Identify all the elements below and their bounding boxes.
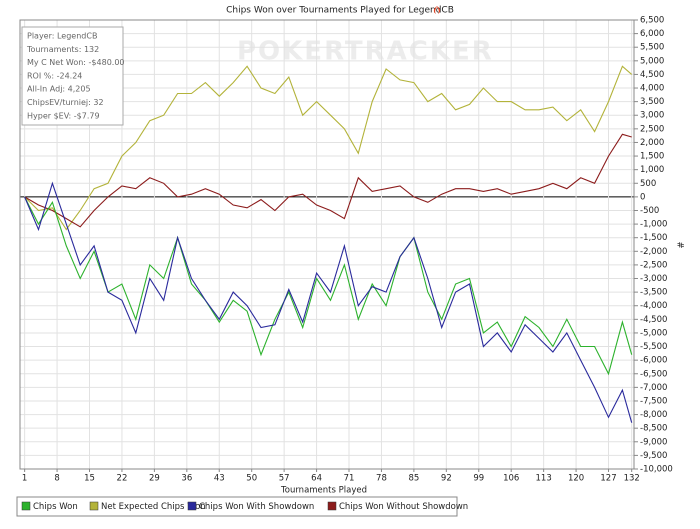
y-tick-label: 3,500 xyxy=(640,97,664,107)
watermark: POKERTRACKER xyxy=(237,37,494,67)
title-icon xyxy=(433,6,441,14)
legend-swatch xyxy=(187,501,197,511)
x-tick-label: 71 xyxy=(344,474,355,484)
y-tick-label: 2,500 xyxy=(640,124,664,134)
y-tick-label: -8,000 xyxy=(640,410,667,420)
y-tick-label: 2,000 xyxy=(640,138,664,148)
y-tick-label: -4,500 xyxy=(640,315,667,325)
y-tick-label: -9,500 xyxy=(640,451,667,461)
x-tick-label: 132 xyxy=(624,474,640,484)
x-tick-label: 1 xyxy=(22,474,27,484)
series-line xyxy=(24,196,633,376)
x-tick-label: 29 xyxy=(149,474,160,484)
y-tick-label: 4,500 xyxy=(640,70,664,80)
series-line xyxy=(24,181,633,423)
y-tick-label: -1,000 xyxy=(640,220,667,230)
y-tick-label: 5,500 xyxy=(640,43,664,53)
legend-label: Net Expected Chips Won xyxy=(101,502,206,512)
info-line: Hyper $EV: -$7.79 xyxy=(27,111,100,120)
y-tick-label: -500 xyxy=(640,206,659,216)
y-tick-label: -6,000 xyxy=(640,356,667,366)
x-axis-title: Tournaments Played xyxy=(280,486,367,496)
x-tick-label: 127 xyxy=(600,474,616,484)
x-tick-label: 106 xyxy=(503,474,519,484)
y-tick-label: 500 xyxy=(640,179,656,189)
info-line: ROI %: -24.24 xyxy=(27,71,82,80)
y-tick-label: 5,000 xyxy=(640,56,664,66)
y-tick-label: 4,000 xyxy=(640,84,664,94)
info-line: My C Net Won: -$480.00 xyxy=(27,58,125,67)
x-tick-label: 120 xyxy=(568,474,584,484)
y-tick-label: -3,000 xyxy=(640,274,667,284)
y-tick-label: -4,000 xyxy=(640,301,667,311)
y-tick-label: -2,500 xyxy=(640,260,667,270)
legend-swatch xyxy=(21,501,31,511)
y-tick-label: 3,000 xyxy=(640,111,664,121)
legend-label: Chips Won xyxy=(33,502,78,512)
y-tick-label: 6,000 xyxy=(640,29,664,39)
y-axis-title: # xyxy=(675,241,685,248)
y-tick-label: 6,500 xyxy=(640,16,664,26)
y-tick-label: 1,500 xyxy=(640,152,664,162)
legend-swatch xyxy=(327,501,337,511)
x-tick-label: 92 xyxy=(441,474,452,484)
info-frame xyxy=(21,26,124,126)
y-tick-label: -8,500 xyxy=(640,424,667,434)
x-tick-label: 22 xyxy=(117,474,128,484)
legend-frame xyxy=(16,496,458,517)
x-tick-label: 99 xyxy=(473,474,484,484)
info-line: Player: LegendCB xyxy=(27,32,97,41)
x-tick-label: 15 xyxy=(84,474,95,484)
y-tick-label: -3,500 xyxy=(640,288,667,298)
y-tick-label: -7,000 xyxy=(640,383,667,393)
info-line: All-In Adj: 4,205 xyxy=(27,85,91,94)
y-tick-label: -9,000 xyxy=(640,437,667,447)
plot-frame xyxy=(19,19,635,470)
y-tick-label: 0 xyxy=(640,192,645,202)
info-line: ChipsEV/turniej: 32 xyxy=(27,98,104,107)
series-line xyxy=(24,65,633,231)
info-line: Tournaments: 132 xyxy=(26,45,99,54)
x-tick-label: 57 xyxy=(279,474,290,484)
y-tick-label: -7,500 xyxy=(640,396,667,406)
series-line xyxy=(24,133,632,228)
x-tick-label: 8 xyxy=(54,474,59,484)
y-tick-label: -10,000 xyxy=(640,465,673,475)
x-tick-label: 78 xyxy=(376,474,387,484)
y-tick-label: 1,000 xyxy=(640,165,664,175)
y-tick-label: -1,500 xyxy=(640,233,667,243)
x-tick-label: 36 xyxy=(181,474,192,484)
legend-label: Chips Won Without Showdown xyxy=(339,502,468,512)
y-tick-label: -5,000 xyxy=(640,328,667,338)
legend-label: Chips Won With Showdown xyxy=(199,502,314,512)
y-tick-label: -6,500 xyxy=(640,369,667,379)
info-box: Player: LegendCB Tournaments: 132 My C Net… xyxy=(21,26,125,126)
x-tick-label: 64 xyxy=(311,474,322,484)
y-tick-label: -5,500 xyxy=(640,342,667,352)
x-tick-label: 43 xyxy=(214,474,225,484)
x-tick-label: 85 xyxy=(408,474,419,484)
legend-swatch xyxy=(89,501,99,511)
x-tick-label: 113 xyxy=(536,474,552,484)
chart-title: Chips Won over Tournaments Played for Le… xyxy=(226,6,454,16)
x-tick-label: 50 xyxy=(246,474,257,484)
y-tick-label: -2,000 xyxy=(640,247,667,257)
